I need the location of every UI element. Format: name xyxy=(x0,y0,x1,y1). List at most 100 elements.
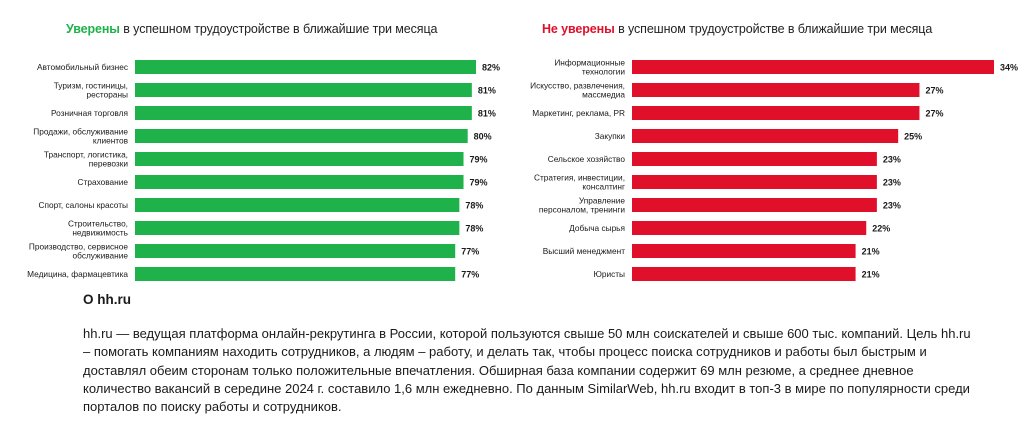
category-label-line: Высший менеджмент xyxy=(543,246,626,256)
about-heading: О hh.ru xyxy=(83,292,131,307)
bar xyxy=(135,267,456,281)
category-label-line: рестораны xyxy=(87,90,129,100)
chart-title-rest: в успешном трудоустройстве в ближайшие т… xyxy=(618,22,933,36)
category-label-line: персоналом, тренинги xyxy=(539,205,625,215)
category-label-line: Туризм, гостиницы, xyxy=(54,81,128,91)
category-label: Добыча сырья xyxy=(569,223,625,233)
value-label: 80% xyxy=(474,132,492,142)
category-label: Продажи, обслуживание клиентов xyxy=(33,127,128,146)
chart-title-accent: Уверены xyxy=(66,22,120,36)
value-label: 23% xyxy=(883,178,901,188)
category-label-line: Сельское хозяйство xyxy=(548,154,626,164)
bar xyxy=(135,221,460,235)
category-label-line: Продажи, обслуживание xyxy=(33,127,128,137)
category-label-line: недвижимость xyxy=(72,228,128,238)
category-label: Информационные технологии xyxy=(554,58,625,77)
category-label-line: Транспорт, логистика, xyxy=(44,150,128,160)
bar xyxy=(632,244,856,258)
category-label: Производство, сервисное обслуживание xyxy=(29,242,128,261)
value-label: 21% xyxy=(862,270,880,280)
bar xyxy=(632,198,877,212)
category-label-line: Спорт, салоны красоты xyxy=(39,200,129,210)
bar xyxy=(632,175,877,189)
category-label-line: Добыча сырья xyxy=(569,223,625,233)
value-label: 25% xyxy=(904,132,922,142)
category-label-line: обслуживание xyxy=(73,251,129,261)
category-label: Туризм, гостиницы, рестораны xyxy=(54,81,128,100)
value-label: 22% xyxy=(872,224,890,234)
bar xyxy=(135,60,476,74)
value-label: 82% xyxy=(482,63,500,73)
value-label: 79% xyxy=(470,178,488,188)
value-label: 81% xyxy=(478,86,496,96)
category-label-line: технологии xyxy=(582,67,626,77)
category-label: Закупки xyxy=(595,131,626,141)
bar xyxy=(135,129,468,143)
category-label: Стратегия, инвестиции, консалтинг xyxy=(534,173,625,192)
bar xyxy=(135,83,472,97)
bar xyxy=(632,83,920,97)
value-label: 78% xyxy=(465,201,483,211)
value-label: 27% xyxy=(925,109,943,119)
category-label-line: клиентов xyxy=(93,136,129,146)
value-label: 21% xyxy=(862,247,880,257)
chart-title: Уверены в успешном трудоустройстве в бли… xyxy=(66,22,437,36)
value-label: 23% xyxy=(883,201,901,211)
bar xyxy=(632,129,899,143)
category-label-line: консалтинг xyxy=(582,182,625,192)
bar xyxy=(135,152,464,166)
value-label: 77% xyxy=(461,270,479,280)
category-label-line: Строительство, xyxy=(68,219,128,229)
category-label: Транспорт, логистика, перевозки xyxy=(44,150,128,169)
about-text: hh.ru — ведущая платформа онлайн-рекрути… xyxy=(83,326,971,415)
category-label: Маркетинг, реклама, PR xyxy=(532,108,625,118)
category-label-line: перевозки xyxy=(89,159,129,169)
category-label-line: Юристы xyxy=(593,269,625,279)
confident-bar-chart: 82% Автомобильный бизнес 81% Туризм, гостин… xyxy=(27,60,500,281)
category-label-line: Стратегия, инвестиции, xyxy=(534,173,625,183)
category-label-line: массмедиа xyxy=(582,90,625,100)
category-label-line: Медицина, фармацевтика xyxy=(27,269,128,279)
value-label: 79% xyxy=(470,155,488,165)
bar xyxy=(632,106,920,120)
category-label: Строительство, недвижимость xyxy=(68,219,128,238)
bar xyxy=(135,106,472,120)
category-label: Управление персоналом, тренинги xyxy=(539,196,626,215)
bar xyxy=(632,221,867,235)
value-label: 78% xyxy=(465,224,483,234)
value-label: 27% xyxy=(925,86,943,96)
not-confident-chart: Не уверены в успешном трудоустройстве в … xyxy=(512,0,1024,290)
category-label-line: Маркетинг, реклама, PR xyxy=(532,108,625,118)
value-label: 34% xyxy=(1000,63,1018,73)
category-label-line: Производство, сервисное xyxy=(29,242,128,252)
category-label: Юристы xyxy=(593,269,625,279)
chart-title-accent: Не уверены xyxy=(542,22,615,36)
value-label: 77% xyxy=(461,247,479,257)
chart-title-rest: в успешном трудоустройстве в ближайшие т… xyxy=(123,22,438,36)
category-label: Страхование xyxy=(78,177,129,187)
category-label-line: Информационные xyxy=(554,58,625,68)
category-label: Спорт, салоны красоты xyxy=(39,200,129,210)
category-label: Сельское хозяйство xyxy=(548,154,626,164)
category-label-line: Страхование xyxy=(78,177,129,187)
category-label: Искусство, развлечения, массмедиа xyxy=(530,81,625,100)
category-label-line: Искусство, развлечения, xyxy=(530,81,625,91)
bar xyxy=(135,198,460,212)
bar xyxy=(632,267,856,281)
category-label: Розничная торговля xyxy=(51,108,128,118)
bar xyxy=(135,175,464,189)
category-label-line: Закупки xyxy=(595,131,626,141)
category-label: Высший менеджмент xyxy=(543,246,626,256)
category-label: Автомобильный бизнес xyxy=(37,62,128,72)
bar xyxy=(632,152,877,166)
category-label-line: Розничная торговля xyxy=(51,108,128,118)
category-label-line: Автомобильный бизнес xyxy=(37,62,128,72)
bar xyxy=(135,244,456,258)
not-confident-bar-chart: 34% Информационные технологии 27% Искусство,… xyxy=(530,58,1018,281)
category-label-line: Управление xyxy=(579,196,626,206)
value-label: 81% xyxy=(478,109,496,119)
category-label: Медицина, фармацевтика xyxy=(27,269,128,279)
confident-chart: Уверены в успешном трудоустройстве в бли… xyxy=(0,0,512,290)
bar xyxy=(632,60,994,74)
value-label: 23% xyxy=(883,155,901,165)
